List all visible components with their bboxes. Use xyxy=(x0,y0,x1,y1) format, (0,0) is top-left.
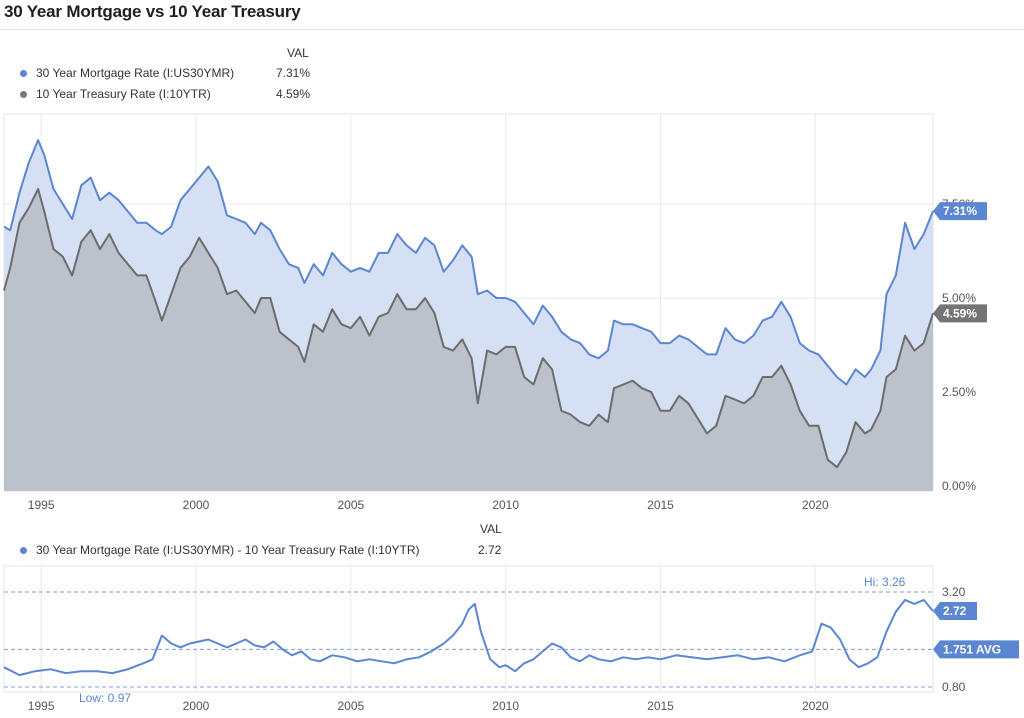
top-x-tick-label: 2015 xyxy=(647,498,674,512)
top-y-tick-label: 0.00% xyxy=(942,479,976,493)
bottom-x-tick-label: 2010 xyxy=(492,699,519,713)
high-annotation-label: Hi: 3.26 xyxy=(864,575,906,589)
legend-label-mortgage: 30 Year Mortgage Rate (I:US30YMR) xyxy=(36,66,235,80)
page-title: 30 Year Mortgage vs 10 Year Treasury xyxy=(4,2,301,21)
top-y-tick-label: 2.50% xyxy=(942,385,976,399)
top-chart: 1995 2000 2005 2010 2015 2020 0.00% 2.50% 5.00% 7… xyxy=(3,113,987,512)
legend-label-treasury: 10 Year Treasury Rate (I:10YTR) xyxy=(36,87,211,101)
average-value-tag-label: 1.751 AVG xyxy=(943,642,1001,656)
mortgage-legend-dot-icon xyxy=(20,69,27,77)
treasury-series-line xyxy=(3,188,934,469)
spread-end-value-tag xyxy=(933,602,977,620)
bottom-x-tick-label: 1995 xyxy=(28,699,55,713)
top-legend-value-header: VAL xyxy=(287,46,309,60)
legend-value-mortgage: 7.31% xyxy=(276,66,311,80)
treasury-end-value-tag xyxy=(933,304,987,323)
legend-value-treasury: 4.59% xyxy=(276,87,311,101)
bottom-y-tick-label: 0.80 xyxy=(942,680,966,694)
spread-series-line xyxy=(3,598,934,677)
mortgage-end-value-tag xyxy=(933,202,987,221)
legend-label-spread: 30 Year Mortgage Rate (I:US30YMR) - 10 Y… xyxy=(36,543,420,557)
bottom-y-tick-label: 3.20 xyxy=(942,585,966,599)
bottom-x-tick-label: 2020 xyxy=(802,699,829,713)
mortgage-end-value-tag-label: 7.31% xyxy=(943,204,977,218)
top-x-tick-label: 2010 xyxy=(492,498,519,512)
bottom-x-tick-label: 2005 xyxy=(337,699,364,713)
spread-end-value-tag-label: 2.72 xyxy=(943,604,967,618)
top-x-tick-label: 2005 xyxy=(337,498,364,512)
bottom-x-tick-label: 2015 xyxy=(647,699,674,713)
legend-item-spread: 30 Year Mortgage Rate (I:US30YMR) - 10 Y… xyxy=(20,543,420,557)
treasury-area-fill xyxy=(4,189,933,491)
legend-item-treasury: 10 Year Treasury Rate (I:10YTR) xyxy=(20,87,211,101)
top-x-tick-label: 1995 xyxy=(28,498,55,512)
bottom-plot-area xyxy=(3,565,934,693)
bottom-legend-value-header: VAL xyxy=(480,522,502,536)
top-x-tick-label: 2000 xyxy=(183,498,210,512)
legend-item-mortgage: 30 Year Mortgage Rate (I:US30YMR) xyxy=(20,66,234,80)
average-value-tag xyxy=(933,640,1019,659)
legend-value-spread: 2.72 xyxy=(478,543,502,557)
spread-legend-dot-icon xyxy=(20,546,27,554)
bottom-chart: 1995 2000 2005 2010 2015 2020 0.80 3.20 Hi: 3.26… xyxy=(3,565,1019,713)
low-annotation-label: Low: 0.97 xyxy=(79,691,131,705)
top-y-tick-label: 5.00% xyxy=(942,291,976,305)
mortgage-series-line xyxy=(3,139,934,386)
title-divider xyxy=(0,29,1024,30)
bottom-x-tick-label: 2000 xyxy=(183,699,210,713)
top-x-tick-label: 2020 xyxy=(802,498,829,512)
treasury-legend-dot-icon xyxy=(20,90,27,98)
treasury-end-value-tag-label: 4.59% xyxy=(943,306,977,320)
